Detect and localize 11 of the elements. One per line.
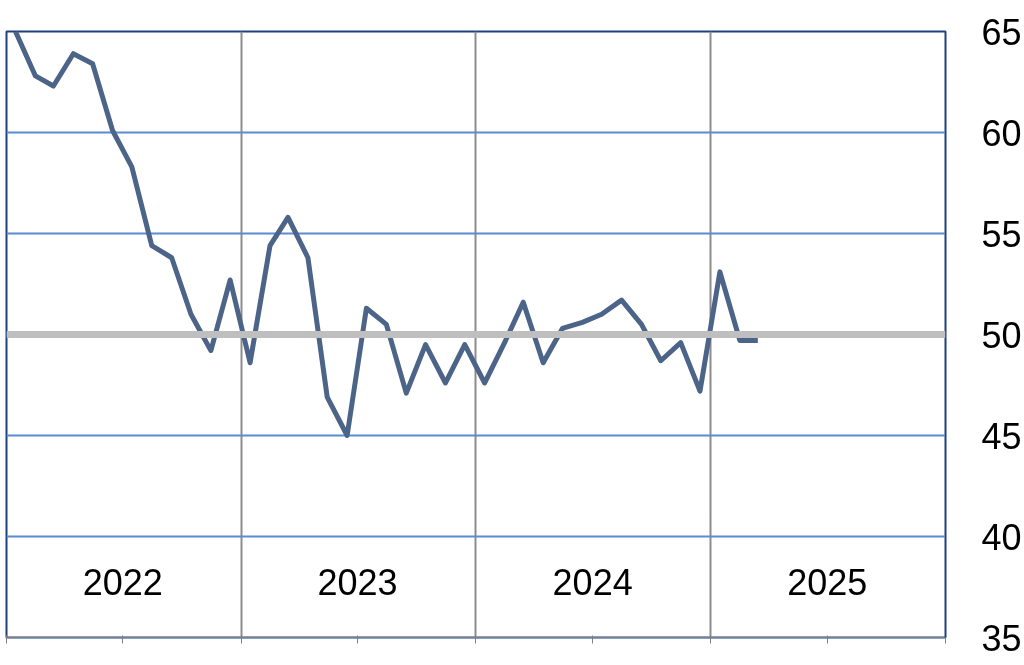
y-tick-label: 55 [981,213,1022,255]
x-tick-label: 2022 [82,561,163,603]
y-tick-label: 40 [981,516,1022,558]
x-tick-label: 2025 [787,561,868,603]
y-tick-label: 60 [981,112,1022,154]
y-tick-label: 50 [981,314,1022,356]
x-tick-label: 2024 [552,561,633,603]
y-tick-label: 45 [981,415,1022,457]
y-tick-label: 35 [981,617,1022,659]
x-tick-label: 2023 [317,561,398,603]
y-tick-label: 65 [981,11,1022,53]
